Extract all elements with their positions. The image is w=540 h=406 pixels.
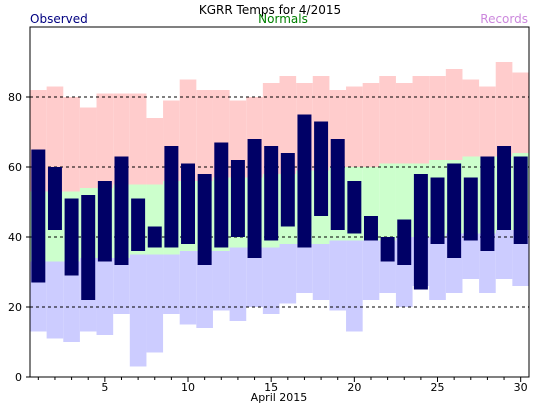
record-low-band: [129, 254, 147, 367]
record-high-band: [479, 86, 496, 157]
record-low-band: [495, 230, 513, 279]
observed-bar: [397, 219, 412, 265]
observed-bar: [114, 156, 129, 265]
record-low-band: [113, 258, 130, 314]
record-high-band: [146, 118, 164, 185]
observed-bar: [64, 198, 79, 276]
normal-band: [379, 163, 396, 241]
y-tick-label: 20: [8, 301, 22, 314]
record-low-band: [362, 240, 380, 300]
record-low-band: [163, 254, 180, 314]
record-high-band: [429, 76, 446, 160]
record-low-band: [296, 244, 313, 293]
observed-bar: [497, 146, 512, 230]
x-tick-label: 15: [264, 381, 278, 394]
record-high-band: [462, 79, 480, 157]
record-high-band: [63, 97, 80, 192]
observed-bar: [181, 163, 196, 244]
record-low-band: [46, 261, 64, 339]
observed-bar: [197, 174, 212, 265]
x-tick-label: 10: [181, 381, 195, 394]
record-low-band: [146, 254, 164, 353]
y-tick-label: 40: [8, 231, 22, 244]
observed-bar: [247, 139, 262, 258]
y-tick-label: 60: [8, 161, 22, 174]
observed-bar: [430, 177, 445, 244]
y-tick-label: 0: [15, 371, 22, 384]
record-low-band: [96, 258, 114, 335]
record-low-band: [312, 244, 330, 300]
record-low-band: [246, 247, 263, 307]
record-low-band: [179, 251, 197, 325]
x-axis-label: April 2015: [251, 391, 308, 404]
record-high-band: [445, 69, 463, 160]
record-low-band: [229, 247, 247, 321]
grid-lines: [30, 96, 529, 308]
legend-observed: Observed: [30, 12, 88, 26]
observed-series: [31, 114, 528, 300]
observed-bar: [330, 139, 345, 230]
observed-bar: [447, 163, 462, 258]
record-low-band: [462, 233, 480, 279]
y-tick-label: 80: [8, 91, 22, 104]
x-tick-label: 25: [431, 381, 445, 394]
record-low-band: [329, 240, 347, 311]
observed-bar: [264, 146, 279, 241]
record-low-band: [346, 240, 363, 332]
observed-bar: [147, 226, 162, 248]
observed-bar: [230, 160, 245, 237]
observed-bar: [280, 153, 295, 227]
observed-bar: [363, 216, 378, 241]
record-high-band: [379, 76, 396, 164]
observed-bar: [131, 198, 146, 251]
observed-bar: [413, 174, 428, 290]
observed-bar: [513, 156, 528, 244]
record-high-band: [512, 72, 529, 153]
x-tick-label: 20: [347, 381, 361, 394]
observed-bar: [164, 146, 179, 248]
observed-bar: [380, 237, 395, 262]
record-high-band: [495, 62, 513, 157]
x-tick-label: 5: [101, 381, 108, 394]
x-tick-label: 30: [514, 381, 528, 394]
axes: 0 20 40 60 80 5 10 15 20 25 30: [8, 26, 530, 394]
record-high-band: [46, 86, 64, 192]
observed-bar: [47, 167, 62, 230]
observed-bar: [297, 114, 312, 248]
observed-bar: [463, 177, 478, 241]
observed-bar: [480, 156, 495, 251]
record-high-band: [279, 76, 297, 174]
observed-bar: [314, 121, 329, 216]
normal-band: [395, 163, 413, 237]
record-low-band: [63, 261, 80, 342]
observed-bar: [214, 142, 229, 248]
record-high-band: [346, 86, 363, 167]
record-high-band: [96, 93, 114, 188]
record-low-band: [262, 247, 280, 314]
record-low-band: [429, 237, 446, 300]
record-high-band: [129, 93, 147, 185]
chart-title: KGRR Temps for 4/2015: [199, 3, 341, 17]
legend-normals: Normals: [258, 12, 308, 26]
record-low-band: [279, 244, 297, 304]
legend-records: Records: [480, 12, 528, 26]
record-high-band: [412, 76, 430, 164]
observed-bar: [97, 181, 112, 262]
observed-bar: [347, 181, 362, 234]
record-high-band: [395, 83, 413, 164]
record-high-band: [179, 79, 197, 181]
plot-frame: [29, 26, 530, 378]
record-high-band: [196, 90, 213, 181]
record-low-band: [212, 251, 230, 311]
record-high-band: [229, 100, 247, 178]
record-high-band: [79, 107, 97, 188]
record-low-band: [196, 251, 213, 328]
observed-bar: [81, 195, 96, 300]
observed-bar: [31, 149, 46, 283]
record-high-band: [362, 83, 380, 167]
